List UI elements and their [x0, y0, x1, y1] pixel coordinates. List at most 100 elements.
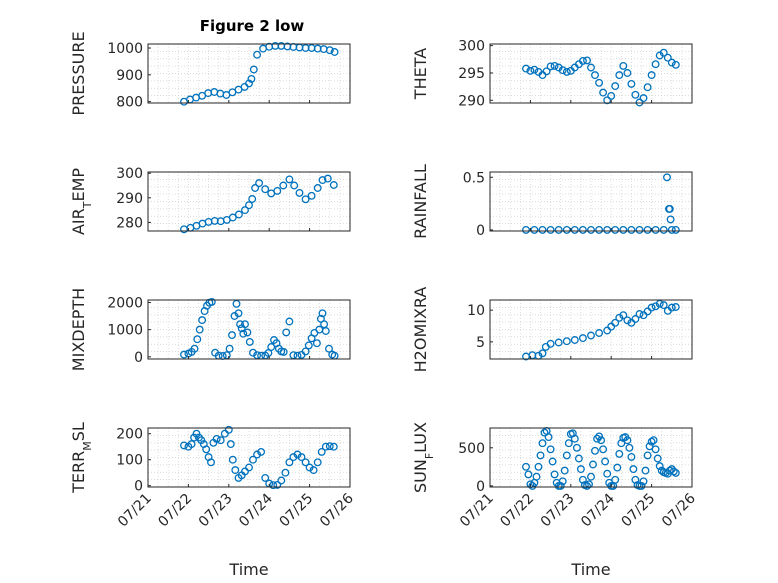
y-tick-label: 290: [458, 93, 485, 109]
subplot-h2omixra: 5 10 H2OMIXRA: [411, 287, 693, 372]
data-point: [603, 326, 612, 335]
data-point: [261, 185, 270, 194]
data-point: [245, 463, 253, 472]
data-point: [239, 329, 248, 338]
y-tick-label: 0: [134, 479, 143, 495]
data-point: [313, 184, 322, 192]
y-axis-label: AIRTEMP: [69, 168, 94, 235]
data-point: [667, 58, 676, 67]
y-axis-label: SUNFLUX: [411, 422, 436, 493]
data-point: [301, 458, 310, 467]
data-point: [245, 337, 254, 346]
data-point: [671, 303, 680, 311]
data-point: [524, 470, 533, 479]
x-tick-label: 07/22: [155, 491, 195, 531]
x-tick-label: 07/22: [497, 491, 537, 531]
y-tick-label: 1000: [107, 323, 143, 339]
data-point: [234, 210, 243, 219]
data-point: [301, 347, 310, 356]
x-tick-label: 07/21: [115, 491, 155, 531]
subplot-rainfall: 0 0.5 RAINFALL: [411, 164, 693, 239]
data-point: [522, 225, 530, 234]
x-axis-label: Time: [570, 560, 610, 579]
data-point: [267, 343, 276, 351]
data-point: [665, 204, 674, 213]
data-point: [329, 442, 338, 451]
data-point: [653, 454, 662, 463]
x-tick-label: 07/24: [236, 490, 276, 530]
data-point: [643, 83, 652, 92]
y-axis-label: MIXDEPTH: [69, 288, 88, 371]
data-point: [651, 445, 660, 454]
subplot-sun-flux: 0 500 07/21 07/22 07/23 07/24 07/25 07/26 SUNFLU…: [411, 422, 699, 579]
data-point: [546, 225, 555, 234]
data-point: [330, 48, 339, 56]
data-point: [615, 449, 624, 458]
data-point: [249, 348, 257, 357]
data-point: [637, 481, 646, 490]
data-point: [631, 315, 640, 323]
data-point: [255, 179, 264, 188]
data-point: [526, 66, 535, 75]
data-point: [554, 338, 563, 347]
data-point: [295, 188, 304, 197]
data-point: [202, 445, 211, 454]
data-point: [321, 442, 330, 451]
subplot-air-temp: 280 290 300 AIRTEMP: [69, 166, 351, 235]
data-point: [603, 96, 612, 105]
data-point: [595, 78, 604, 87]
data-point: [623, 316, 632, 325]
data-point: [532, 472, 541, 481]
x-tick-label: 07/21: [457, 491, 497, 531]
data-point: [659, 48, 668, 57]
data-point: [251, 184, 260, 192]
data-point: [216, 436, 225, 445]
data-point: [657, 466, 666, 475]
data-point: [611, 318, 620, 327]
data-point: [595, 329, 604, 337]
data-point: [659, 301, 668, 310]
data-point: [307, 191, 316, 200]
data-point: [619, 225, 628, 234]
data-point: [564, 439, 573, 448]
data-point: [312, 339, 321, 348]
data-point: [669, 467, 678, 476]
data-point: [625, 443, 634, 452]
data-point: [248, 195, 257, 203]
data-point: [599, 88, 608, 97]
data-point: [649, 436, 658, 445]
data-point: [635, 310, 644, 318]
y-tick-label: 500: [458, 441, 485, 457]
figure-title: Figure 2 low: [200, 17, 305, 35]
x-tick-label: 07/25: [277, 491, 317, 531]
data-point: [619, 311, 628, 320]
data-point: [542, 67, 551, 76]
data-point: [522, 64, 530, 73]
y-tick-label: 900: [116, 68, 143, 84]
data-point: [538, 225, 547, 234]
data-point: [249, 65, 258, 74]
data-point: [627, 79, 636, 88]
subplot-mixdepth: 0 1000 2000 MIXDEPTH: [69, 288, 351, 371]
data-point: [562, 225, 571, 234]
data-point: [643, 307, 652, 316]
data-point: [228, 331, 236, 340]
data-point: [611, 225, 620, 234]
y-tick-label: 280: [116, 215, 143, 231]
data-point: [273, 186, 282, 195]
data-point: [659, 225, 668, 234]
y-tick-label: 800: [116, 95, 143, 111]
data-point: [225, 344, 234, 353]
y-tick-label: 290: [116, 191, 143, 207]
data-point: [556, 481, 565, 490]
axes-box: [147, 171, 351, 232]
data-point: [320, 320, 329, 329]
x-tick-label: 07/23: [538, 491, 578, 531]
data-point: [269, 481, 278, 490]
data-point: [623, 69, 632, 77]
data-point: [541, 342, 550, 351]
data-point: [236, 320, 245, 329]
data-point: [550, 61, 559, 70]
data-point: [325, 442, 334, 451]
data-point: [226, 440, 235, 449]
